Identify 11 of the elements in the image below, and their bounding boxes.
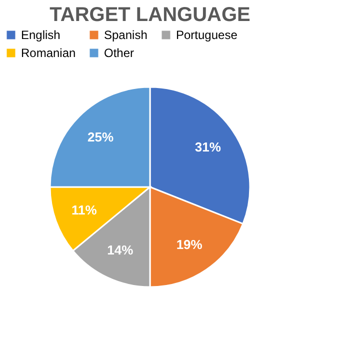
data-label: 14% [107,242,134,258]
legend-label: English [21,28,60,42]
legend-label: Romanian [21,46,76,60]
data-label: 31% [194,140,222,155]
chart-title: TARGET LANGUAGE [50,4,250,26]
data-label: 19% [176,236,203,252]
data-label: 25% [87,130,114,145]
legend-label: Spanish [104,28,148,42]
legend-label: Other [104,46,134,60]
legend-label: Portuguese [176,28,238,42]
data-label: 11% [71,202,98,218]
